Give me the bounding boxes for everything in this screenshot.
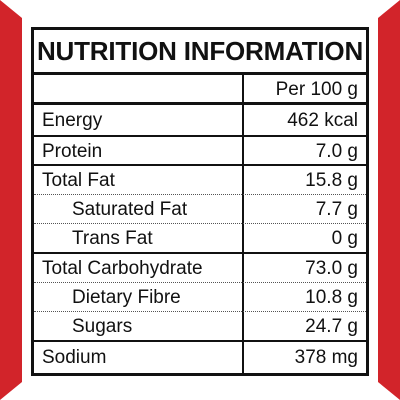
- nutrient-row-total-fat: Total Fat 15.8 g: [34, 166, 366, 195]
- nutrient-row-dietary-fibre: Dietary Fibre 10.8 g: [34, 283, 366, 312]
- nutrient-value: 462 kcal: [287, 110, 358, 131]
- nutrient-row-trans-fat: Trans Fat 0 g: [34, 224, 366, 254]
- column-header-row: Per 100 g: [34, 75, 366, 105]
- nutrient-label: Sugars: [72, 316, 133, 337]
- nutrient-label: Energy: [42, 110, 103, 131]
- column-divider: [242, 75, 244, 373]
- nutrition-panel: NUTRITION INFORMATION Per 100 g Energy 4…: [31, 27, 369, 376]
- nutrient-value: 15.8 g: [305, 170, 358, 191]
- nutrient-value: 0 g: [331, 228, 358, 249]
- nutrient-label: Sodium: [42, 347, 107, 368]
- nutrient-row-energy: Energy 462 kcal: [34, 105, 366, 137]
- nutrient-value: 24.7 g: [305, 316, 358, 337]
- nutrient-label: Saturated Fat: [72, 199, 188, 220]
- nutrient-label: Total Fat: [42, 170, 115, 191]
- nutrient-value: 7.7 g: [315, 199, 358, 220]
- nutrient-label: Protein: [42, 141, 103, 162]
- nutrient-row-protein: Protein 7.0 g: [34, 137, 366, 166]
- per-100g-header: Per 100 g: [275, 79, 358, 100]
- nutrient-value: 73.0 g: [305, 258, 358, 279]
- nutrient-row-total-carbohydrate: Total Carbohydrate 73.0 g: [34, 254, 366, 283]
- nutrient-row-sugars: Sugars 24.7 g: [34, 312, 366, 342]
- nutrient-value: 7.0 g: [315, 141, 358, 162]
- nutrient-value: 10.8 g: [305, 287, 358, 308]
- nutrient-label: Trans Fat: [72, 228, 153, 249]
- nutrient-value: 378 mg: [294, 347, 358, 368]
- nutrient-row-sodium: Sodium 378 mg: [34, 342, 366, 373]
- nutrient-label: Dietary Fibre: [72, 287, 181, 308]
- nutrient-row-saturated-fat: Saturated Fat 7.7 g: [34, 195, 366, 224]
- nutrition-title: NUTRITION INFORMATION: [34, 30, 366, 75]
- nutrient-label: Total Carbohydrate: [42, 258, 203, 279]
